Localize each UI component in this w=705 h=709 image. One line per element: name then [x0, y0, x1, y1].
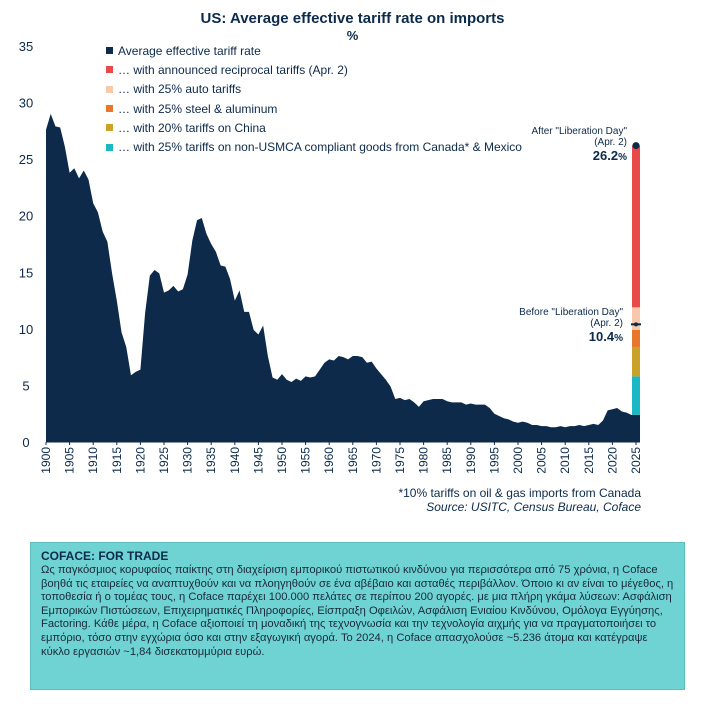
annotation-after-value-line: 26.2%: [532, 148, 627, 166]
annotation-after-unit: %: [618, 152, 627, 163]
x-tick-label: 1980: [417, 447, 431, 474]
stack-segment-3: [632, 329, 640, 347]
legend-item-average: Average effective tariff rate: [106, 41, 522, 60]
annotation-before-value-line: 10.4%: [519, 329, 623, 347]
x-tick-label: 1970: [369, 447, 383, 474]
x-tick-label: 1930: [181, 447, 195, 474]
legend-item-china: … with 20% tariffs on China: [106, 118, 522, 137]
legend-item-reciprocal: … with announced reciprocal tariffs (Apr…: [106, 60, 522, 79]
legend-label: … with announced reciprocal tariffs (Apr…: [118, 62, 348, 77]
legend-item-usmca: … with 25% tariffs on non-USMCA complian…: [106, 137, 522, 156]
info-box-title: COFACE: FOR TRADE: [41, 549, 169, 563]
annotation-before-line1: Before "Liberation Day": [519, 307, 623, 318]
annotation-before-unit: %: [614, 333, 623, 344]
x-tick-label: 1945: [251, 447, 265, 474]
x-tick-label: 1960: [322, 447, 336, 474]
annotation-after-line1: After "Liberation Day": [531, 126, 627, 137]
legend-label: … with 25% steel & aluminum: [118, 101, 278, 116]
x-tick-label: 1975: [393, 447, 407, 474]
x-tick-label: 2020: [605, 447, 619, 474]
stack-segment-2: [632, 346, 640, 377]
legend-label: … with 20% tariffs on China: [118, 120, 266, 135]
x-tick-label: 1925: [157, 447, 171, 474]
legend-swatch: [106, 66, 113, 74]
x-tick-label: 2010: [558, 447, 572, 474]
x-tick-label: 2005: [535, 447, 549, 474]
x-tick-label: 2025: [629, 447, 643, 474]
legend-swatch: [106, 143, 113, 151]
x-tick-label: 2015: [582, 447, 596, 474]
annotation-after-value: 26.2: [592, 148, 619, 163]
x-tick-label: 1905: [63, 447, 77, 474]
x-tick-label: 1995: [487, 447, 501, 474]
info-box-text: Ως παγκόσμιος κορυφαίος παίκτης στη διαχ…: [41, 564, 674, 658]
legend-swatch: [106, 105, 113, 113]
annotation-before-line2: (Apr. 2): [590, 318, 623, 329]
info-box: COFACE: FOR TRADE Ως παγκόσμιος κορυφαίο…: [30, 542, 685, 690]
annotation-after: After "Liberation Day" (Apr. 2) 26.2%: [532, 126, 627, 166]
x-tick-label: 1910: [86, 447, 100, 474]
x-tick-label: 1915: [110, 447, 124, 474]
footnote: *10% tariffs on oil & gas imports from C…: [398, 486, 641, 500]
legend: Average effective tariff rate … with ann…: [106, 41, 522, 157]
y-tick-label: 15: [19, 265, 33, 280]
x-tick-label: 2000: [511, 447, 525, 474]
chart-title: US: Average effective tariff rate on imp…: [200, 10, 505, 27]
annotation-before: Before "Liberation Day" (Apr. 2) 10.4%: [519, 307, 623, 347]
legend-item-auto: … with 25% auto tariffs: [106, 80, 522, 99]
legend-swatch: [106, 85, 113, 93]
legend-item-steel: … with 25% steel & aluminum: [106, 99, 522, 118]
marker-before: [634, 322, 638, 327]
y-tick-label: 5: [22, 378, 29, 393]
x-tick-label: 1990: [464, 447, 478, 474]
y-tick-label: 10: [19, 322, 33, 337]
y-tick-label: 30: [19, 96, 33, 111]
area-series-average-tariff: [46, 113, 635, 442]
legend-label: … with 25% auto tariffs: [118, 82, 242, 97]
legend-label: … with 25% tariffs on non-USMCA complian…: [118, 140, 522, 155]
chart-subtitle: %: [346, 28, 359, 43]
y-tick-label: 35: [19, 39, 33, 54]
x-tick-label: 1935: [204, 447, 218, 474]
x-tick-label: 1950: [275, 447, 289, 474]
x-tick-label: 1940: [228, 447, 242, 474]
source-note: Source: USITC, Census Bureau, Coface: [426, 500, 641, 514]
x-tick-label: 1955: [299, 447, 313, 474]
stack-segment-0: [632, 414, 640, 442]
x-tick-label: 1900: [39, 447, 53, 474]
x-tick-label: 1985: [440, 447, 454, 474]
legend-swatch: [106, 124, 113, 132]
legend-label: Average effective tariff rate: [118, 43, 261, 58]
marker-after: [632, 142, 640, 150]
annotation-before-value: 10.4: [588, 329, 615, 344]
y-tick-label: 25: [19, 152, 33, 167]
y-tick-label: 20: [19, 209, 33, 224]
legend-swatch: [106, 47, 113, 55]
annotation-after-line2: (Apr. 2): [594, 137, 627, 148]
stack-segment-1: [632, 376, 640, 415]
x-tick-label: 1965: [346, 447, 360, 474]
x-tick-label: 1920: [133, 447, 147, 474]
y-tick-label: 0: [22, 435, 29, 450]
stack-segment-5: [632, 145, 640, 308]
stack-segment-4: [632, 307, 640, 330]
